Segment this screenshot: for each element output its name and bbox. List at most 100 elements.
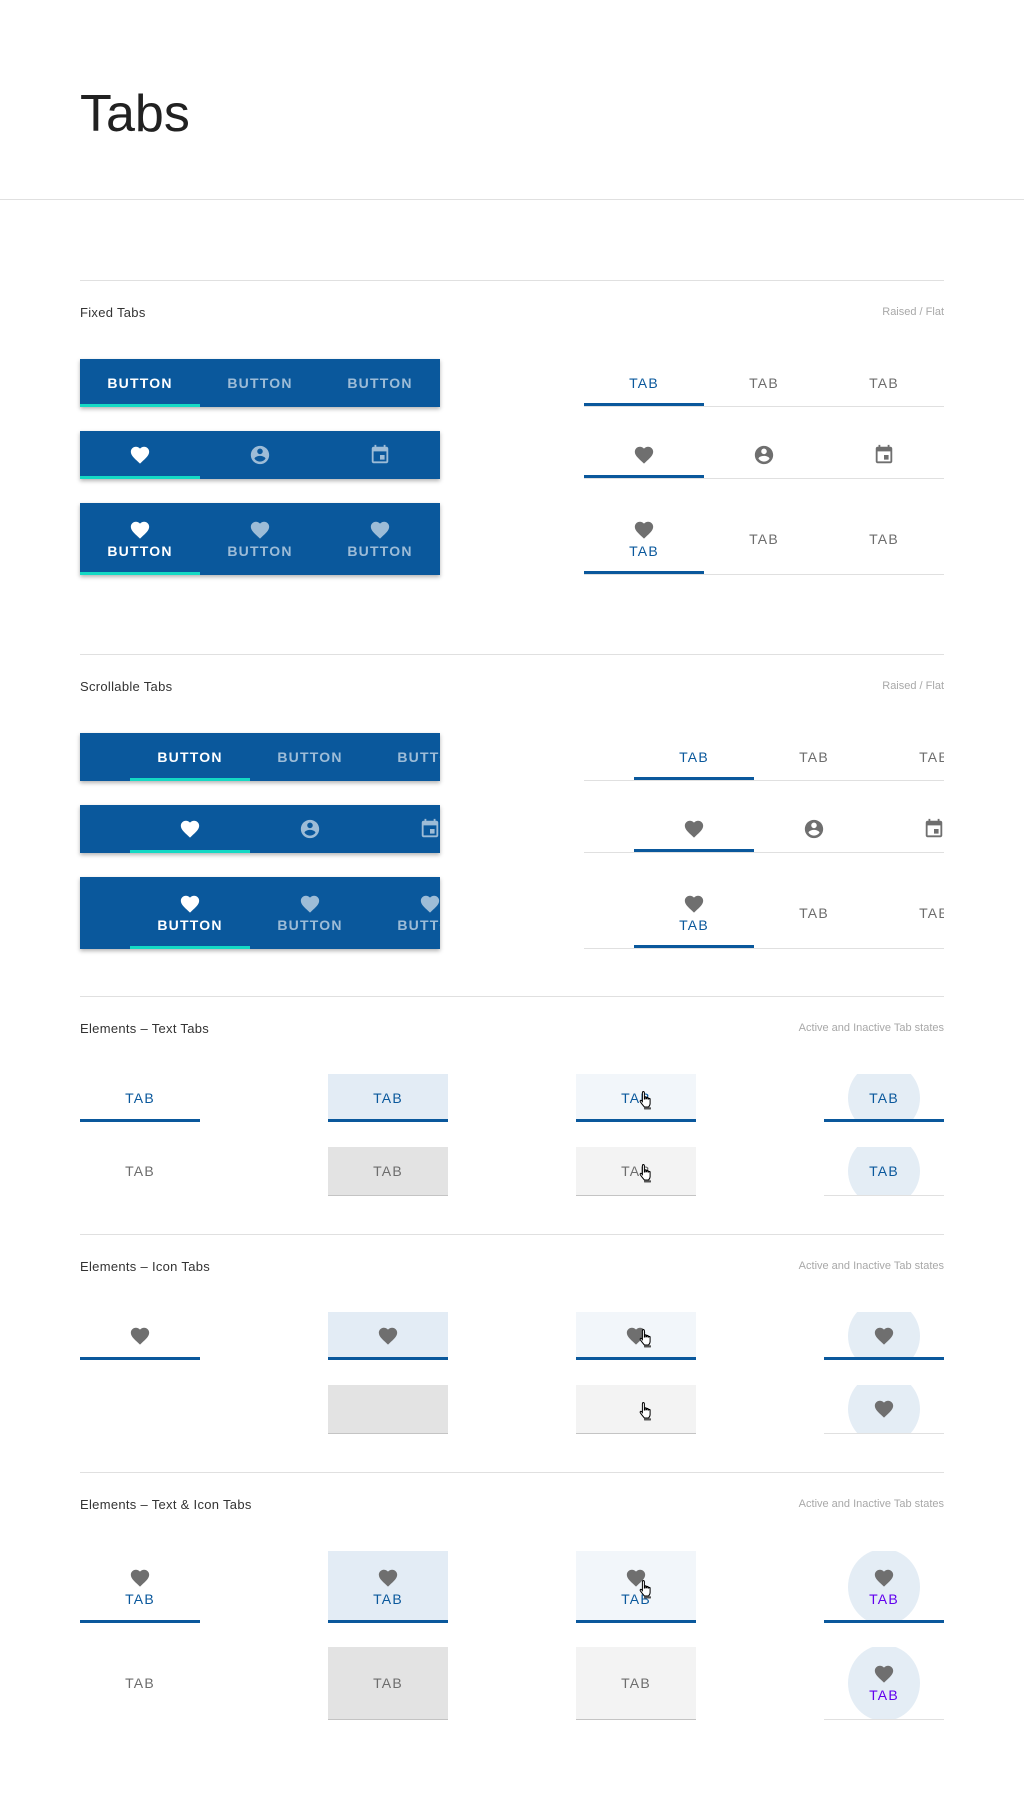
tab-state-focus[interactable]: TAB <box>576 1551 696 1623</box>
tab[interactable]: BUTTON <box>250 733 370 781</box>
tab[interactable]: TAB <box>634 877 754 948</box>
section-subtitle: Raised / Flat <box>882 306 944 318</box>
account-circle-icon <box>754 445 774 464</box>
section-subtitle: Raised / Flat <box>882 680 944 692</box>
tab[interactable]: BUTTON <box>200 359 320 407</box>
tab-label: TAB <box>919 748 944 765</box>
tab-state-normal[interactable]: TAB <box>80 1147 200 1195</box>
tab-state-hover[interactable]: TAB <box>328 1551 448 1623</box>
tab-state-ripple[interactable]: TAB <box>824 1551 944 1623</box>
flat-tab-bar: TAB TAB TAB <box>584 877 944 949</box>
tab[interactable]: TAB <box>874 733 944 780</box>
tab[interactable]: TAB <box>584 503 704 574</box>
tab[interactable]: BUTTON <box>130 733 250 781</box>
tab[interactable]: BUTTON <box>320 503 440 575</box>
tab-label: TAB <box>869 1591 899 1607</box>
tab-state-normal[interactable]: TAB <box>80 1551 200 1623</box>
tab-state-hover[interactable] <box>328 1312 448 1360</box>
active-tab-indicator <box>584 475 704 478</box>
active-tab-indicator <box>80 572 200 575</box>
tab-state-ripple[interactable] <box>824 1312 944 1360</box>
section-subtitle: Active and Inactive Tab states <box>798 1022 944 1034</box>
tab[interactable]: BUTTON <box>320 359 440 407</box>
tab-state-ripple[interactable]: TAB <box>824 1147 944 1196</box>
tab[interactable]: BUTTON <box>250 877 370 949</box>
tab-label: BUTTON <box>157 749 223 765</box>
tab-state-hover[interactable]: TAB <box>328 1074 448 1122</box>
tab-state-hover[interactable]: TAB <box>328 1647 448 1720</box>
tab-label: TAB <box>621 1675 651 1691</box>
tab[interactable]: TAB <box>754 733 874 780</box>
active-tab-indicator <box>634 945 754 948</box>
tab[interactable]: TAB <box>584 359 704 406</box>
tab[interactable]: BUTTON <box>80 503 200 575</box>
tab[interactable] <box>320 431 440 479</box>
tab[interactable] <box>874 805 944 852</box>
tab[interactable]: TAB <box>704 503 824 574</box>
heart-icon <box>874 1400 894 1418</box>
tab-label: TAB <box>621 1591 651 1607</box>
tab-state-hover[interactable]: TAB <box>328 1147 448 1196</box>
tab[interactable] <box>584 431 704 478</box>
tab[interactable]: TAB <box>874 877 944 948</box>
tab: TAB <box>824 1074 944 1122</box>
tab-state-ripple[interactable]: TAB <box>824 1647 944 1720</box>
tab[interactable]: TAB <box>634 733 754 780</box>
active-tab-indicator <box>80 1357 200 1360</box>
tab[interactable] <box>824 431 944 478</box>
heart-icon <box>130 446 150 464</box>
tab-label: TAB <box>869 1090 899 1106</box>
tab[interactable]: BUTTON <box>370 877 440 949</box>
tab-state-focus[interactable]: TAB <box>576 1147 696 1196</box>
tab[interactable]: TAB <box>824 503 944 574</box>
tab-state-normal[interactable] <box>80 1385 200 1433</box>
section-fixed-tabs: Fixed Tabs Raised / Flat BUTTON BUTTON BUTTO… <box>80 280 944 581</box>
tab[interactable] <box>130 805 250 853</box>
tab-state-focus[interactable]: TAB <box>576 1647 696 1720</box>
tab-label: TAB <box>373 1675 403 1691</box>
tab-state-normal[interactable] <box>80 1312 200 1360</box>
tab[interactable]: TAB <box>754 877 874 948</box>
tab[interactable] <box>704 431 824 478</box>
tab[interactable] <box>754 805 874 852</box>
tab-label: TAB <box>749 530 779 547</box>
tab-state-ripple[interactable] <box>824 1385 944 1434</box>
heart-icon <box>250 521 270 539</box>
ripple-circle <box>848 1647 920 1719</box>
active-tab-indicator <box>80 404 200 407</box>
raised-tab-bar: BUTTON BUTTON BUTTON <box>80 877 440 949</box>
tab[interactable]: TAB <box>824 359 944 406</box>
tab-label: BUTTON <box>107 543 173 559</box>
tab: TAB <box>576 1647 696 1719</box>
calendar-icon <box>371 444 389 464</box>
section-subtitle: Active and Inactive Tab states <box>798 1260 944 1272</box>
tab <box>328 1312 448 1360</box>
tab[interactable] <box>250 805 370 853</box>
tab-state-hover[interactable] <box>328 1385 448 1434</box>
tab-label: BUTTON <box>397 917 440 933</box>
tab-label: BUTTON <box>227 543 293 559</box>
tab-state-normal[interactable]: TAB <box>80 1074 200 1122</box>
tab[interactable]: BUTTON <box>200 503 320 575</box>
tab-state-normal[interactable]: TAB <box>80 1647 200 1719</box>
tab[interactable] <box>634 805 754 852</box>
active-tab-indicator <box>634 777 754 780</box>
tab[interactable] <box>80 431 200 479</box>
tab-label: BUTTON <box>277 917 343 933</box>
tab-state-focus[interactable] <box>576 1312 696 1360</box>
tab[interactable] <box>200 431 320 479</box>
tab: TAB <box>328 1147 448 1195</box>
tab[interactable]: BUTTON <box>370 733 440 781</box>
tab[interactable]: BUTTON <box>80 359 200 407</box>
tab: TAB <box>824 1551 944 1623</box>
calendar-icon <box>421 818 439 838</box>
tab-state-focus[interactable]: TAB <box>576 1074 696 1122</box>
account-circle-icon <box>804 819 824 838</box>
tab-state-ripple[interactable]: TAB <box>824 1074 944 1122</box>
tab-state-focus[interactable] <box>576 1385 696 1434</box>
tab[interactable]: TAB <box>704 359 824 406</box>
flat-tab-bar <box>584 431 944 479</box>
tab[interactable] <box>370 805 440 853</box>
heart-icon <box>874 1327 894 1345</box>
tab[interactable]: BUTTON <box>130 877 250 949</box>
